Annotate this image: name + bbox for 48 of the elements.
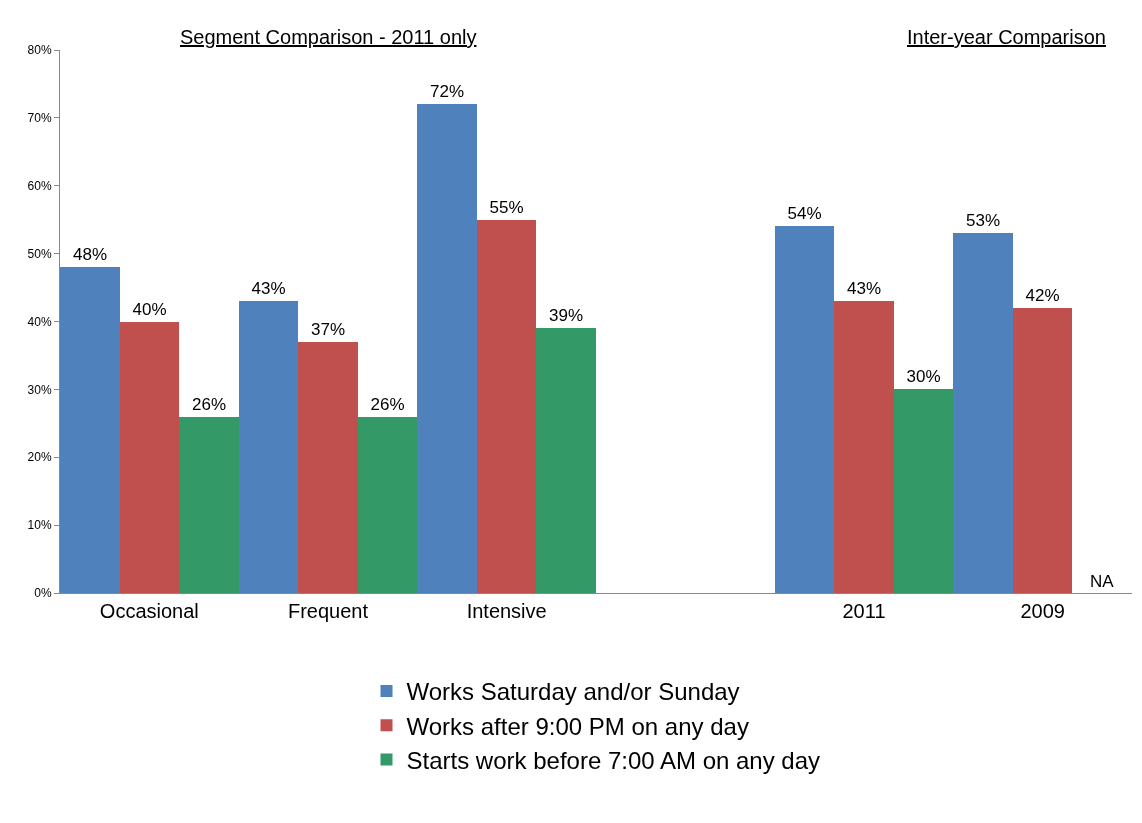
annotation: NA — [1090, 572, 1115, 591]
data-label: 26% — [370, 395, 405, 414]
bar — [120, 322, 179, 593]
data-label: 53% — [965, 211, 1001, 230]
data-label: 39% — [548, 306, 584, 325]
x-tick-label: Frequent — [287, 600, 369, 622]
text: Inter-year Comparison — [907, 26, 1106, 48]
bar — [298, 342, 358, 593]
legend-label: Works Saturday and/or Sunday — [406, 678, 740, 706]
y-tick-label: 80% — [27, 43, 52, 58]
bar — [536, 328, 596, 593]
bar — [60, 267, 120, 593]
bar — [834, 301, 894, 593]
y-tick-label: 20% — [27, 450, 52, 465]
data-label: 55% — [489, 198, 524, 217]
data-label: 42% — [1025, 286, 1060, 305]
y-tick-label: 70% — [27, 111, 52, 126]
data-label: 43% — [251, 279, 286, 298]
y-tick-label: 40% — [27, 314, 52, 329]
bar — [477, 220, 536, 593]
data-label: 48% — [72, 245, 108, 264]
data-label: 26% — [191, 395, 227, 414]
legend-label: Starts work before 7:00 AM on any day — [406, 746, 821, 774]
x-tick-label: Intensive — [466, 600, 547, 622]
y-tick-label: 60% — [27, 178, 52, 193]
x-tick-label: 2011 — [842, 600, 886, 622]
bar — [1013, 308, 1072, 593]
bar — [775, 226, 834, 593]
data-label: 54% — [787, 204, 822, 223]
bar — [358, 417, 417, 593]
x-tick-label: 2009 — [1020, 600, 1065, 622]
legend-label: Works after 9:00 PM on any day — [406, 712, 749, 740]
data-label: 72% — [429, 82, 465, 101]
data-label: 43% — [846, 279, 882, 298]
bar — [953, 233, 1013, 593]
y-tick-label: 30% — [27, 382, 52, 397]
bar — [239, 301, 298, 593]
y-tick-label: 10% — [27, 518, 52, 533]
bar — [417, 104, 477, 593]
data-label: 30% — [906, 367, 941, 386]
data-label: 40% — [132, 300, 167, 319]
text: Segment Comparison - 2011 only — [180, 26, 477, 48]
bar — [894, 389, 953, 593]
bar — [179, 417, 239, 593]
y-tick-label: 50% — [27, 246, 52, 261]
y-tick-label: 0% — [34, 586, 52, 601]
x-tick-label: Occasional — [99, 600, 199, 622]
data-label: 37% — [310, 320, 346, 339]
